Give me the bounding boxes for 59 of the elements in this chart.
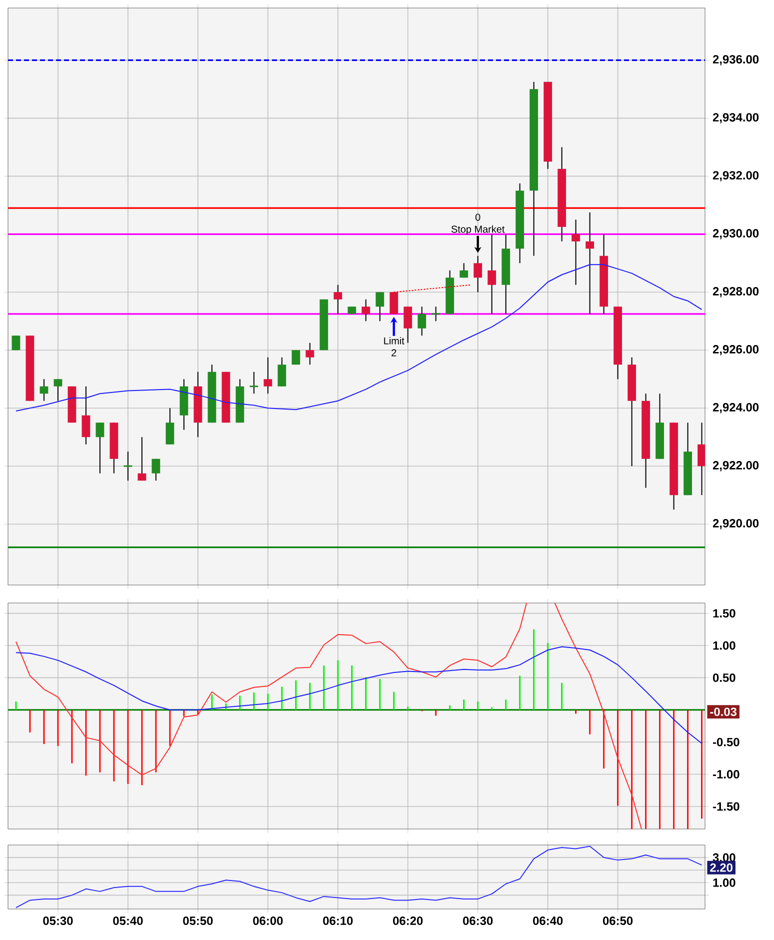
candlestick: [54, 378, 62, 402]
annotation: 2: [392, 349, 396, 356]
candlestick: [430, 306, 441, 322]
candlestick: [248, 371, 259, 394]
y-tick-label: -0.50: [712, 738, 740, 746]
candlestick: [474, 255, 482, 293]
y-tick-label: 2,922.00: [712, 461, 759, 472]
x-tick-label: 05:30: [43, 916, 73, 926]
x-tick-label: 06:50: [602, 916, 633, 925]
candlestick: [586, 212, 594, 314]
candlestick: [418, 306, 426, 336]
x-tick-label: 06:40: [533, 916, 563, 925]
y-tick-label: -1.50: [712, 802, 740, 811]
candlestick: [376, 292, 384, 322]
y-tick-label: -1.00: [712, 770, 740, 778]
candlestick: [82, 386, 90, 445]
y-tick-label: 1.50: [713, 609, 736, 618]
candlestick: [138, 436, 146, 482]
candlestick: [698, 422, 706, 496]
candlestick: [404, 306, 412, 344]
candlestick: [152, 458, 160, 482]
y-tick-label: 2,934.00: [712, 113, 759, 124]
candlestick: [278, 356, 286, 387]
y-tick-label: 2,920.00: [712, 519, 759, 530]
annotation: Stop Market: [451, 225, 505, 235]
candlestick: [488, 234, 496, 314]
line-series: [15, 264, 702, 412]
candlestick: [40, 378, 48, 402]
y-tick-label: 2,932.00: [712, 171, 759, 182]
y-tick-label: 2,930.00: [712, 229, 759, 240]
y-tick-label: 2,936.00: [712, 55, 759, 66]
candlestick: [390, 292, 398, 314]
y-tick-label: 2,924.00: [712, 403, 759, 414]
candlestick: [460, 262, 468, 278]
annotation: 2.20: [710, 863, 732, 872]
x-tick-label: 05:40: [113, 916, 143, 925]
y-tick-label: 0.50: [712, 673, 736, 682]
annotation: 0: [475, 214, 480, 221]
candlestick: [572, 219, 580, 286]
x-tick-label: 06:10: [323, 916, 353, 925]
x-tick-label: 06:00: [253, 916, 283, 925]
y-tick-label: 1.00: [713, 878, 736, 887]
y-tick-label: 1.00: [713, 641, 736, 650]
annotation: -0.03: [710, 708, 737, 716]
x-tick-label: 05:50: [183, 916, 213, 925]
candlestick: [264, 356, 272, 394]
x-tick-label: 06:30: [463, 916, 493, 926]
candlestick: [334, 284, 342, 314]
candlestick: [166, 408, 174, 445]
y-tick-label: 2,928.00: [712, 287, 759, 298]
candlestick: [12, 335, 20, 351]
candlestick: [123, 451, 133, 482]
candlestick: [292, 350, 300, 366]
candlestick: [306, 342, 314, 366]
y-tick-label: 2,926.00: [712, 345, 759, 356]
candlestick: [362, 298, 370, 322]
annotation: Limit: [384, 337, 404, 344]
candlestick: [96, 422, 104, 474]
x-tick-label: 06:20: [393, 916, 423, 925]
